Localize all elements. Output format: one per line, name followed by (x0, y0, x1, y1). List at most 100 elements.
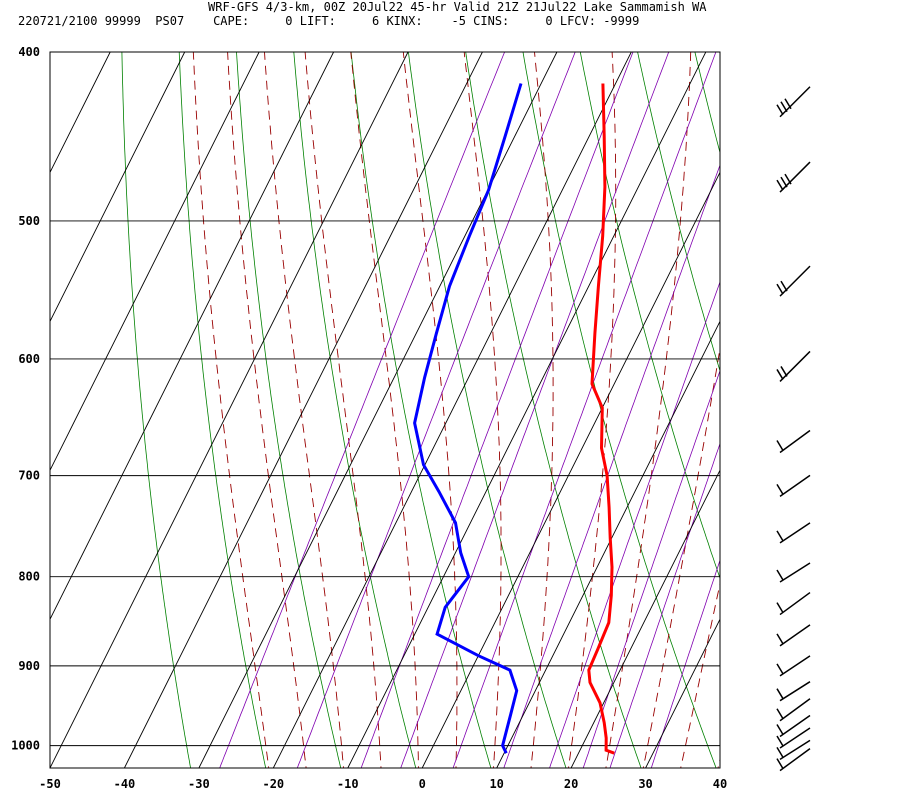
barb-flag (776, 369, 784, 380)
barb-flag (776, 708, 784, 720)
dry-adiabat (121, 52, 192, 768)
isotherm (198, 52, 558, 768)
dry-adiabat (178, 52, 267, 768)
barb-flag (776, 633, 784, 645)
moist-adiabat (227, 52, 307, 768)
temperature-tick-label: -50 (39, 777, 61, 791)
dewpoint-profile (413, 83, 523, 754)
mixing-ratio-line (452, 52, 717, 768)
pressure-tick-label: 800 (18, 570, 40, 584)
temperature-profile (587, 83, 615, 755)
temperature-tick-label: -10 (337, 777, 359, 791)
barb-flag (776, 440, 784, 451)
barb-flag (776, 283, 784, 295)
isotherm (123, 52, 483, 768)
moist-adiabat (605, 52, 692, 768)
barb-flag (776, 758, 784, 770)
isotherm (570, 469, 720, 768)
mixing-ratio-line (296, 52, 576, 768)
barb-staff (779, 655, 811, 677)
dry-adiabat (407, 52, 567, 768)
barb-flag (776, 530, 784, 542)
barb-staff (779, 748, 811, 772)
barb-staff (779, 624, 811, 647)
moist-adiabat (463, 52, 502, 768)
temperature-tick-label: -40 (114, 777, 136, 791)
barb-staff (779, 591, 811, 616)
mixing-ratio-line (582, 369, 720, 768)
sounding-indices: 220721/2100 99999 PS07 CAPE: 0 LIFT: 6 K… (18, 14, 640, 28)
wind-barb (776, 698, 811, 722)
isotherm (50, 52, 335, 621)
dry-adiabat (579, 52, 720, 580)
wind-barb (776, 429, 811, 454)
isotherm (50, 52, 260, 472)
moist-adiabat (642, 345, 720, 768)
temperature-tick-label: 30 (638, 777, 652, 791)
pressure-tick-label: 1000 (11, 739, 40, 753)
barb-flag (776, 104, 784, 116)
plot-frame (49, 51, 721, 769)
barb-flag (776, 569, 784, 581)
barb-staff (779, 429, 811, 454)
isotherm (272, 52, 632, 768)
barb-staff (779, 714, 811, 738)
moist-adiabat (264, 52, 344, 768)
temperature-tick-label: 0 (419, 777, 426, 791)
mixing-ratio-line (650, 559, 720, 768)
background-lines (121, 33, 900, 776)
barb-staff (779, 474, 811, 497)
moist-adiabat (192, 52, 270, 768)
temperature-tick-labels: -50 -40 -30 -20 -10 0 10 20 30 40 (39, 777, 727, 791)
pressure-tick-label: 900 (18, 659, 40, 673)
temperature-tick-label: 20 (564, 777, 578, 791)
dry-adiabat (293, 52, 417, 768)
dry-adiabat (350, 52, 492, 768)
wind-barbs (776, 86, 811, 772)
barb-staff (779, 681, 811, 702)
wind-barb (776, 522, 811, 544)
chart-title: WRF-GFS 4/3-km, 00Z 20Jul22 45-hr Valid … (208, 0, 707, 14)
wind-barb (776, 748, 811, 772)
mixing-ratio-line (219, 52, 506, 768)
grid (50, 52, 720, 768)
wind-barb (776, 161, 811, 193)
isotherm (50, 52, 186, 323)
moist-adiabat (402, 52, 458, 768)
mixing-ratio-line (400, 52, 670, 768)
barb-staff (779, 86, 811, 118)
barb-staff (779, 727, 811, 749)
dry-adiabat (522, 52, 717, 768)
temperature-tick-label: -20 (262, 777, 284, 791)
barb-staff (779, 265, 811, 297)
wind-barb (776, 655, 811, 677)
wind-barb (776, 562, 811, 583)
pressure-tick-label: 400 (18, 45, 40, 59)
moist-adiabat (350, 52, 419, 768)
isotherm (347, 52, 707, 768)
barb-staff (779, 698, 811, 722)
barb-flag (776, 688, 784, 700)
pressure-tick-label: 700 (18, 469, 40, 483)
pressure-tick-label: 600 (18, 352, 40, 366)
mixing-ratio-line (609, 442, 720, 768)
barb-flag (780, 101, 788, 113)
barb-flag (776, 663, 784, 675)
wind-barb (776, 739, 811, 761)
pressure-tick-label: 500 (18, 214, 40, 228)
mixing-ratio-line (503, 164, 720, 768)
barb-flag (776, 724, 784, 735)
wind-barb (776, 591, 811, 616)
dry-adiabat (465, 52, 642, 768)
wind-barb (776, 624, 811, 647)
wind-barb (776, 681, 811, 702)
dry-adiabat (804, 33, 900, 776)
moist-adiabat (304, 52, 382, 768)
barb-flag (776, 747, 784, 758)
isotherm (496, 320, 720, 768)
mixing-ratio-line (549, 280, 720, 768)
mixing-ratio-line (360, 52, 634, 768)
barb-flag (776, 602, 784, 613)
temperature-tick-label: 40 (713, 777, 727, 791)
